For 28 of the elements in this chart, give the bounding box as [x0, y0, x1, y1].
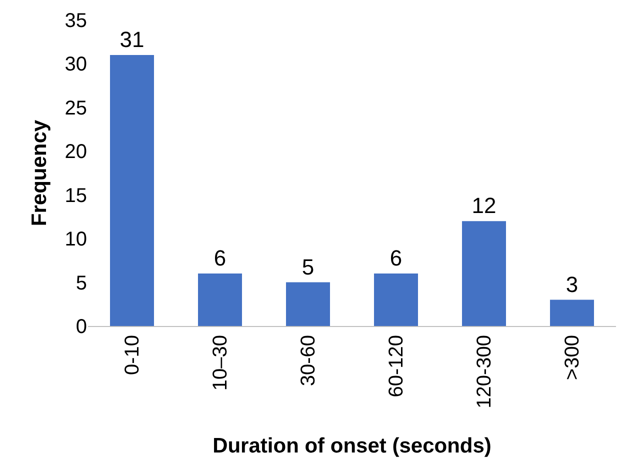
y-axis-title: Frequency	[28, 120, 51, 226]
y-tick-label: 25	[64, 97, 87, 120]
bar	[374, 274, 418, 326]
data-label: 12	[472, 193, 496, 218]
data-label: 5	[302, 254, 314, 280]
bar	[462, 221, 506, 326]
y-tick-label: 10	[64, 228, 87, 251]
y-tick-label: 0	[76, 316, 87, 338]
x-tick-label: 60-120	[386, 335, 408, 398]
data-label: 3	[566, 272, 578, 297]
y-tick-label: 5	[76, 272, 87, 294]
x-axis-title: Duration of onset (seconds)	[212, 434, 492, 458]
data-label: 31	[120, 26, 144, 52]
data-label: 6	[390, 246, 402, 271]
bar	[110, 54, 154, 326]
y-tick-label: 35	[64, 10, 87, 32]
y-tick-label: 20	[64, 141, 87, 164]
bar	[286, 282, 330, 326]
y-tick-label: 15	[64, 184, 87, 207]
x-tick-label: 120-300	[474, 335, 496, 408]
bar	[198, 274, 242, 326]
x-tick-label: 0-10	[122, 335, 144, 376]
y-tick-label: 30	[64, 54, 87, 76]
bar	[550, 300, 594, 326]
data-label: 6	[214, 246, 226, 271]
x-tick-label: 10–30	[210, 335, 232, 391]
x-tick-label: >300	[562, 335, 584, 380]
x-tick-label: 30-60	[298, 335, 320, 386]
